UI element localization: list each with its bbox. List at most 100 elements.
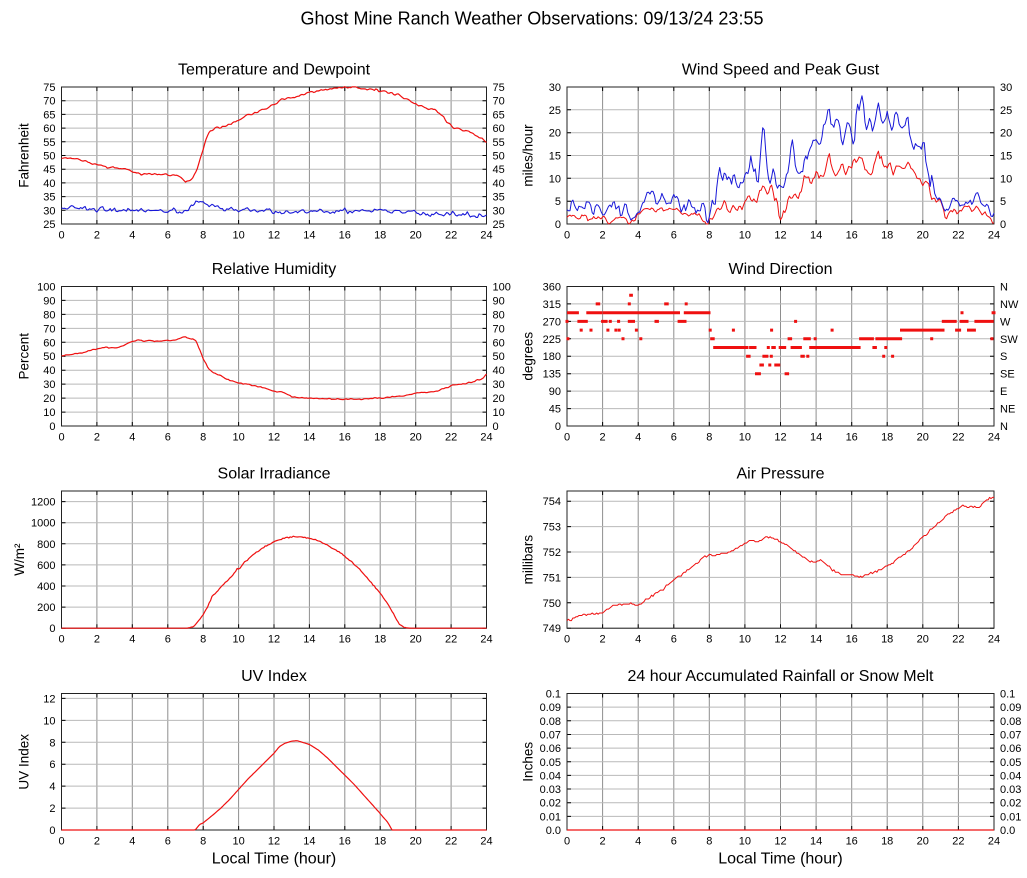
svg-text:45: 45 <box>549 404 561 416</box>
svg-text:8: 8 <box>706 230 712 242</box>
svg-text:20: 20 <box>917 432 929 444</box>
svg-text:18: 18 <box>374 432 386 444</box>
svg-text:45: 45 <box>43 164 55 176</box>
svg-text:6: 6 <box>49 759 55 771</box>
svg-text:10: 10 <box>232 432 244 444</box>
svg-text:UV Index: UV Index <box>241 668 307 685</box>
svg-text:752: 752 <box>543 547 561 559</box>
svg-text:4: 4 <box>129 634 135 646</box>
svg-text:2: 2 <box>600 432 606 444</box>
svg-text:40: 40 <box>493 178 505 190</box>
svg-text:6: 6 <box>671 432 677 444</box>
svg-text:65: 65 <box>493 109 505 121</box>
svg-text:40: 40 <box>43 365 55 377</box>
svg-text:0: 0 <box>564 836 570 848</box>
svg-text:20: 20 <box>43 393 55 405</box>
svg-text:4: 4 <box>635 836 641 848</box>
svg-text:24: 24 <box>988 230 1000 242</box>
svg-text:0.07: 0.07 <box>1000 730 1021 742</box>
svg-text:0.08: 0.08 <box>1000 716 1021 728</box>
svg-text:25: 25 <box>43 219 55 231</box>
svg-text:24: 24 <box>988 634 1000 646</box>
svg-text:24: 24 <box>480 432 492 444</box>
svg-text:65: 65 <box>43 109 55 121</box>
svg-text:90: 90 <box>549 386 561 398</box>
svg-text:0.06: 0.06 <box>1000 743 1021 755</box>
svg-text:10: 10 <box>1000 173 1012 185</box>
svg-text:Air Pressure: Air Pressure <box>736 465 824 482</box>
svg-text:80: 80 <box>493 309 505 321</box>
svg-text:22: 22 <box>952 432 964 444</box>
svg-text:8: 8 <box>706 634 712 646</box>
svg-text:18: 18 <box>881 634 893 646</box>
svg-text:Fahrenheit: Fahrenheit <box>17 123 32 188</box>
svg-text:70: 70 <box>43 96 55 108</box>
svg-text:16: 16 <box>339 634 351 646</box>
svg-text:miles/hour: miles/hour <box>521 124 536 187</box>
svg-text:24: 24 <box>480 634 492 646</box>
svg-text:6: 6 <box>165 230 171 242</box>
svg-text:10: 10 <box>43 407 55 419</box>
svg-text:10: 10 <box>232 634 244 646</box>
svg-text:40: 40 <box>493 365 505 377</box>
svg-text:14: 14 <box>810 836 822 848</box>
svg-text:35: 35 <box>493 192 505 204</box>
svg-text:30: 30 <box>493 379 505 391</box>
svg-text:0: 0 <box>564 230 570 242</box>
svg-text:22: 22 <box>445 836 457 848</box>
svg-text:751: 751 <box>543 572 561 584</box>
svg-text:60: 60 <box>43 123 55 135</box>
svg-text:0.1: 0.1 <box>1000 689 1015 701</box>
svg-text:20: 20 <box>917 634 929 646</box>
svg-text:20: 20 <box>917 836 929 848</box>
svg-text:10: 10 <box>739 634 751 646</box>
svg-text:22: 22 <box>952 230 964 242</box>
svg-text:Wind Direction: Wind Direction <box>728 261 832 278</box>
svg-text:18: 18 <box>374 634 386 646</box>
svg-text:0: 0 <box>58 432 64 444</box>
svg-text:100: 100 <box>493 282 511 294</box>
svg-text:10: 10 <box>739 432 751 444</box>
svg-text:14: 14 <box>810 230 822 242</box>
svg-text:16: 16 <box>846 432 858 444</box>
svg-text:45: 45 <box>493 164 505 176</box>
svg-text:2: 2 <box>94 432 100 444</box>
svg-text:0.01: 0.01 <box>540 811 561 823</box>
svg-text:60: 60 <box>493 337 505 349</box>
svg-text:400: 400 <box>37 581 55 593</box>
svg-text:0.05: 0.05 <box>1000 757 1021 769</box>
svg-text:50: 50 <box>43 351 55 363</box>
svg-text:100: 100 <box>37 282 55 294</box>
svg-text:60: 60 <box>493 123 505 135</box>
svg-text:18: 18 <box>881 432 893 444</box>
svg-text:0: 0 <box>555 421 561 433</box>
svg-text:16: 16 <box>846 230 858 242</box>
svg-text:0.01: 0.01 <box>1000 811 1021 823</box>
svg-text:0.05: 0.05 <box>540 757 561 769</box>
svg-text:40: 40 <box>43 178 55 190</box>
svg-text:600: 600 <box>37 560 55 572</box>
svg-text:14: 14 <box>303 634 315 646</box>
svg-text:10: 10 <box>739 836 751 848</box>
svg-text:10: 10 <box>232 836 244 848</box>
svg-text:6: 6 <box>165 634 171 646</box>
svg-text:6: 6 <box>165 432 171 444</box>
svg-text:4: 4 <box>635 230 641 242</box>
svg-text:20: 20 <box>410 836 422 848</box>
svg-text:55: 55 <box>43 137 55 149</box>
svg-text:90: 90 <box>493 295 505 307</box>
svg-text:0: 0 <box>58 230 64 242</box>
svg-text:10: 10 <box>549 173 561 185</box>
svg-text:14: 14 <box>810 634 822 646</box>
svg-text:20: 20 <box>410 432 422 444</box>
svg-text:753: 753 <box>543 522 561 534</box>
svg-text:22: 22 <box>445 634 457 646</box>
svg-text:SW: SW <box>1000 334 1018 346</box>
svg-text:24: 24 <box>480 836 492 848</box>
svg-text:millibars: millibars <box>521 535 536 585</box>
svg-text:50: 50 <box>493 151 505 163</box>
svg-text:750: 750 <box>543 598 561 610</box>
svg-text:0.03: 0.03 <box>1000 784 1021 796</box>
svg-text:0: 0 <box>49 825 55 837</box>
svg-text:0.08: 0.08 <box>540 716 561 728</box>
